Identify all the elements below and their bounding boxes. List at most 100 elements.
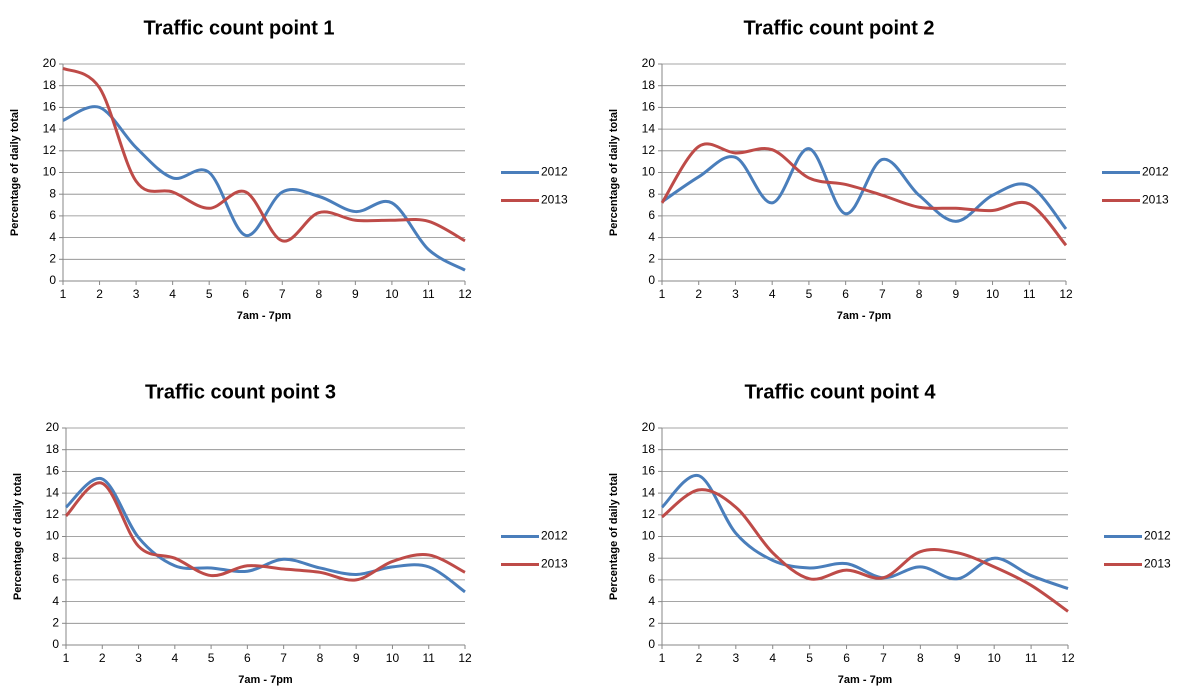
x-axis-title: 7am - 7pm [238,674,293,686]
x-tick-label: 1 [63,651,70,665]
legend-label: 2013 [1142,193,1169,207]
y-tick-label: 20 [642,420,656,434]
legend-label: 2012 [541,529,568,543]
x-tick-label: 12 [458,651,472,665]
series-line [661,147,1068,230]
legend-label: 2013 [1144,557,1171,571]
y-tick-label: 4 [648,594,655,608]
y-tick-label: 20 [43,56,57,70]
series-line [62,66,466,243]
y-tick-label: 18 [642,78,656,92]
x-tick-label: 7 [879,287,886,301]
x-tick-label: 11 [1023,287,1036,301]
y-tick-label: 6 [52,572,59,586]
chart-title: Traffic count point 2 [743,17,934,39]
x-tick-label: 7 [280,651,287,665]
y-tick-label: 2 [648,615,655,629]
x-tick-label: 4 [769,287,776,301]
x-tick-label: 10 [986,287,1000,301]
x-tick-label: 2 [96,287,103,301]
series-line [64,477,466,594]
series-line [62,105,466,272]
y-tick-label: 8 [648,550,655,564]
chart-title: Traffic count point 4 [744,381,936,403]
x-tick-label: 9 [952,287,959,301]
x-tick-label: 11 [1025,651,1038,665]
x-tick-label: 7 [880,651,887,665]
series-line [660,474,1069,590]
y-tick-label: 6 [648,208,655,222]
x-tick-label: 4 [171,651,178,665]
y-tick-label: 18 [46,442,60,456]
y-tick-label: 16 [642,464,656,478]
y-axis-title: Percentage of daily total [608,109,620,236]
legend-label: 2013 [541,193,568,207]
x-tick-label: 1 [659,287,666,301]
y-tick-label: 12 [43,143,57,157]
x-tick-label: 10 [386,651,400,665]
y-tick-label: 6 [648,572,655,586]
x-tick-label: 1 [60,287,67,301]
x-tick-label: 10 [988,651,1002,665]
y-tick-label: 18 [43,78,57,92]
series-line [661,488,1069,613]
x-tick-label: 8 [917,651,924,665]
x-tick-label: 7 [279,287,286,301]
y-tick-label: 10 [46,529,60,543]
y-tick-label: 14 [642,121,656,135]
x-tick-label: 8 [916,287,923,301]
legend-label: 2012 [1144,529,1171,543]
x-tick-label: 6 [843,651,850,665]
y-tick-label: 10 [642,165,656,179]
x-tick-label: 2 [696,651,703,665]
x-tick-label: 2 [695,287,702,301]
legend-label: 2013 [541,557,568,571]
x-axis-title: 7am - 7pm [838,674,893,686]
y-tick-label: 8 [49,186,56,200]
y-tick-label: 8 [52,550,59,564]
series-line [64,481,466,582]
x-tick-label: 3 [135,651,142,665]
chart-title: Traffic count point 1 [143,17,334,39]
x-tick-label: 4 [769,651,776,665]
y-tick-label: 16 [46,464,60,478]
y-tick-label: 12 [642,507,656,521]
x-tick-label: 12 [1061,651,1075,665]
x-tick-label: 9 [954,651,961,665]
y-tick-label: 12 [46,507,60,521]
y-tick-label: 14 [43,121,57,135]
series-line [660,142,1068,247]
legend-label: 2012 [1142,165,1169,179]
x-tick-label: 5 [806,651,813,665]
y-tick-label: 0 [49,273,56,287]
x-tick-label: 5 [806,287,813,301]
y-tick-label: 18 [642,442,656,456]
x-tick-label: 11 [422,287,435,301]
x-tick-label: 6 [244,651,251,665]
chart-title: Traffic count point 3 [145,381,336,403]
x-tick-label: 1 [659,651,666,665]
y-tick-label: 8 [648,186,655,200]
x-tick-label: 10 [385,287,399,301]
x-tick-label: 3 [732,651,739,665]
x-tick-label: 2 [99,651,106,665]
x-tick-label: 8 [317,651,324,665]
y-tick-label: 2 [648,251,655,265]
y-tick-label: 0 [648,637,655,651]
x-tick-label: 3 [133,287,140,301]
x-tick-label: 6 [842,287,849,301]
x-tick-label: 5 [206,287,213,301]
y-tick-label: 12 [642,143,656,157]
x-tick-label: 5 [208,651,215,665]
y-tick-label: 6 [49,208,56,222]
x-tick-label: 8 [315,287,322,301]
x-tick-label: 9 [353,651,360,665]
y-tick-label: 20 [642,56,656,70]
y-tick-label: 2 [52,615,59,629]
x-axis-title: 7am - 7pm [237,310,292,322]
